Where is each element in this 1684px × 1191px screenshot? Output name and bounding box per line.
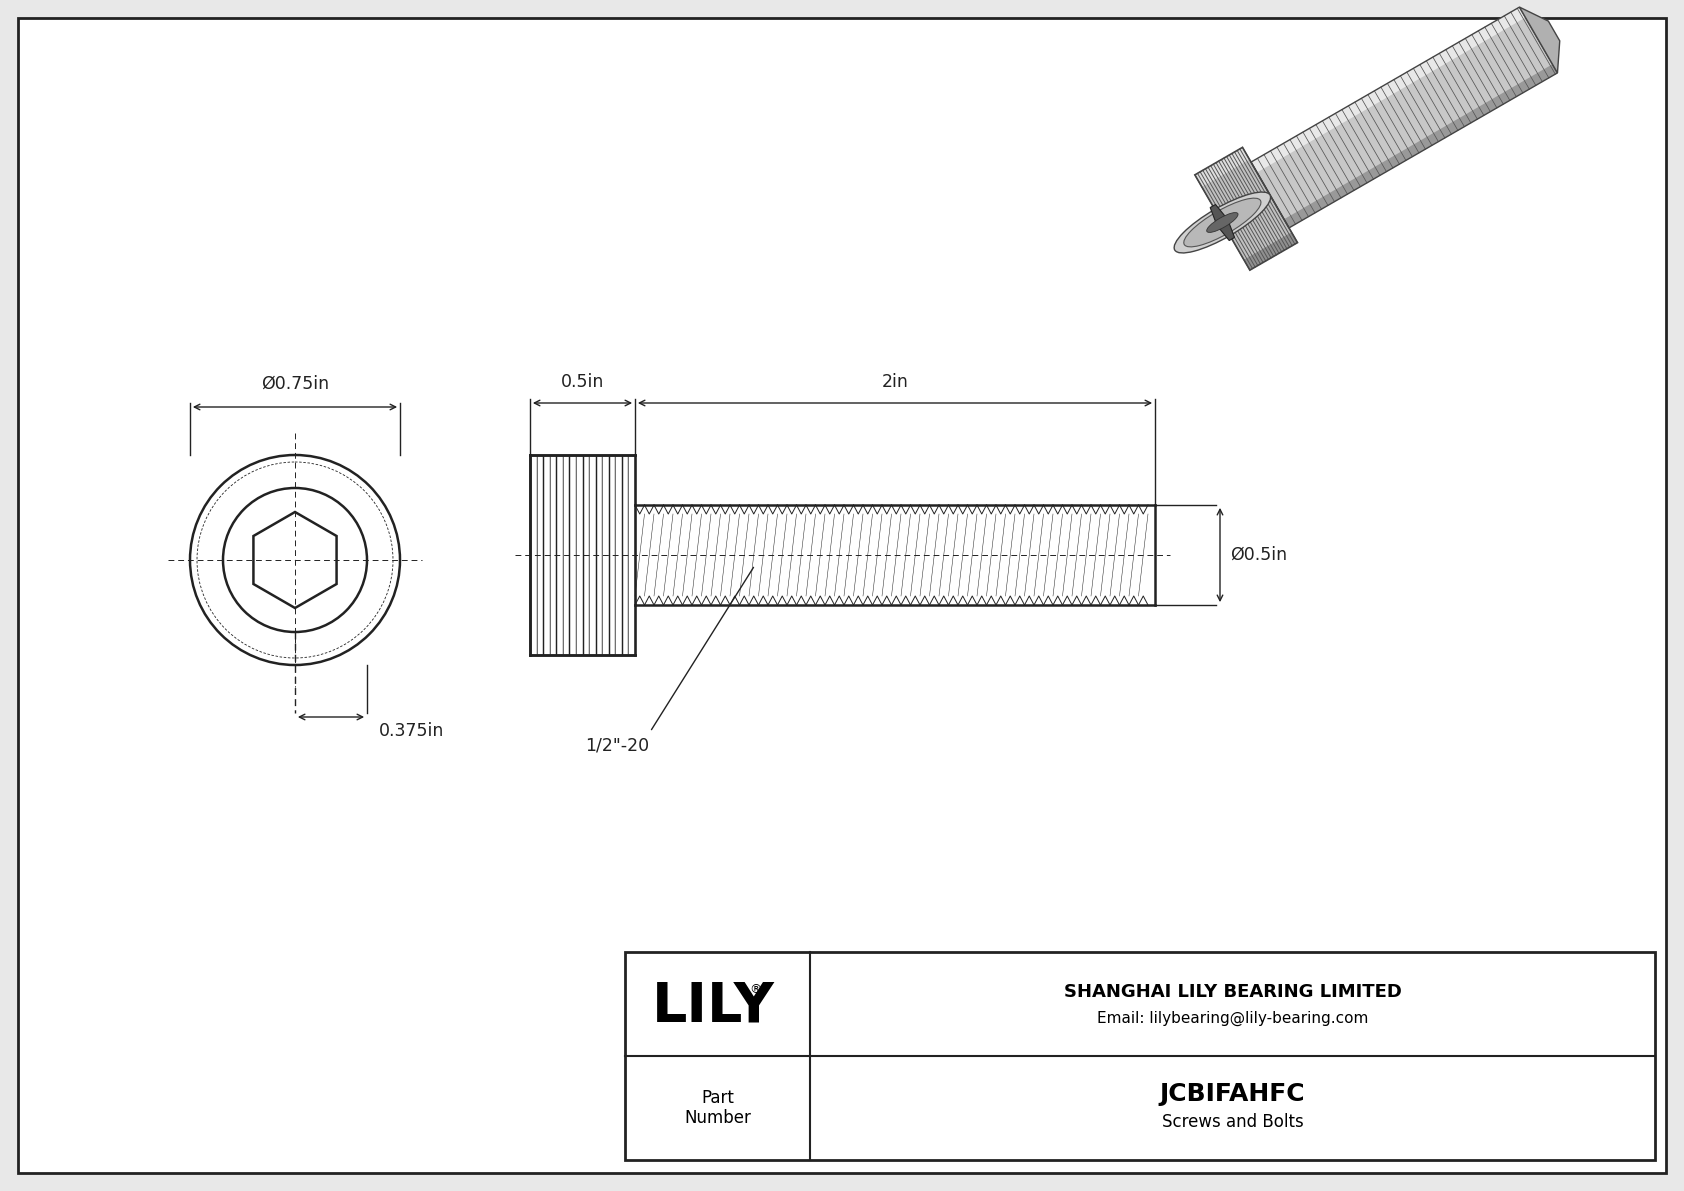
Polygon shape [1519, 7, 1559, 73]
Bar [625, 952, 1655, 1160]
Polygon shape [1283, 64, 1558, 227]
Text: Email: lilybearing@lily-bearing.com: Email: lilybearing@lily-bearing.com [1096, 1010, 1367, 1025]
Text: SHANGHAI LILY BEARING LIMITED: SHANGHAI LILY BEARING LIMITED [1064, 983, 1401, 1000]
Text: 2in: 2in [881, 373, 908, 391]
Polygon shape [1211, 205, 1234, 241]
Text: 1/2"-20: 1/2"-20 [584, 737, 648, 755]
Text: 0.5in: 0.5in [561, 373, 605, 391]
Text: JCBIFAHFC: JCBIFAHFC [1160, 1081, 1305, 1106]
Polygon shape [1196, 148, 1297, 270]
Text: 0.375in: 0.375in [379, 722, 445, 740]
Polygon shape [1244, 232, 1297, 270]
Ellipse shape [1174, 192, 1271, 252]
Ellipse shape [1207, 212, 1238, 232]
Polygon shape [1251, 7, 1526, 173]
Bar [530, 455, 635, 655]
Text: Part
Number: Part Number [684, 1089, 751, 1128]
Ellipse shape [1184, 198, 1261, 247]
Text: LILY: LILY [652, 979, 775, 1033]
Text: Ø0.75in: Ø0.75in [261, 375, 328, 393]
Text: Screws and Bolts: Screws and Bolts [1162, 1114, 1303, 1131]
Polygon shape [1251, 7, 1558, 227]
Text: ®: ® [749, 984, 761, 997]
Text: Ø0.5in: Ø0.5in [1229, 545, 1287, 565]
Polygon shape [1196, 148, 1250, 187]
